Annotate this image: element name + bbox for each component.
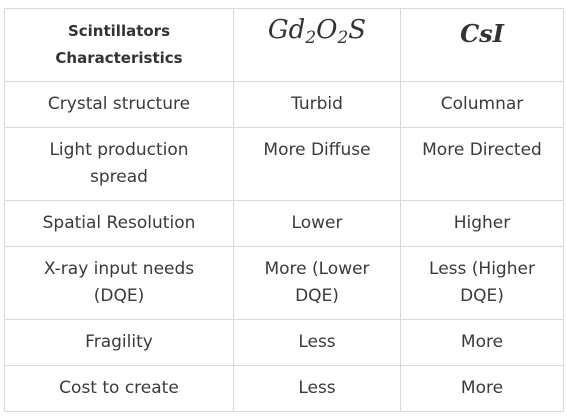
row-label-line2: (DQE) bbox=[93, 286, 145, 306]
row-gd-value: More Diffuse bbox=[233, 127, 401, 201]
header-gd2o2s-cell: Gd2O2S bbox=[233, 8, 401, 82]
row-gd-value: Less bbox=[233, 365, 401, 412]
scintillator-comparison-table: Scintillators Characteristics Gd2O2S CsI… bbox=[4, 8, 564, 412]
formula-o: O bbox=[316, 15, 338, 45]
row-gd-value: Less bbox=[233, 319, 401, 366]
table-row: Spatial Resolution Lower Higher bbox=[4, 200, 564, 247]
table-header-row: Scintillators Characteristics Gd2O2S CsI bbox=[4, 8, 564, 82]
row-csi-value: More bbox=[400, 319, 564, 366]
header-label-cell: Scintillators Characteristics bbox=[4, 8, 234, 82]
row-label: X-ray input needs (DQE) bbox=[4, 246, 234, 320]
row-label: Light production spread bbox=[4, 127, 234, 201]
formula-gd: Gd bbox=[267, 15, 306, 45]
row-gd-line2: DQE) bbox=[295, 286, 339, 306]
row-csi-value: Higher bbox=[400, 200, 564, 247]
table-row: Light production spread More Diffuse Mor… bbox=[4, 127, 564, 201]
comparison-table-container: Scintillators Characteristics Gd2O2S CsI… bbox=[4, 8, 564, 412]
header-label-line2: Characteristics bbox=[55, 49, 183, 67]
row-csi-value: Columnar bbox=[400, 81, 564, 128]
row-label: Fragility bbox=[4, 319, 234, 366]
row-csi-value: Less (Higher DQE) bbox=[400, 246, 564, 320]
table-row: Cost to create Less More bbox=[4, 365, 564, 412]
formula-s: S bbox=[348, 15, 367, 45]
row-csi-line1: Less (Higher bbox=[429, 259, 535, 279]
table-row: Fragility Less More bbox=[4, 319, 564, 366]
row-label-line2: spread bbox=[90, 167, 148, 187]
table-row: Crystal structure Turbid Columnar bbox=[4, 81, 564, 128]
formula-sub-2: 2 bbox=[337, 28, 349, 48]
row-gd-line1: More (Lower bbox=[264, 259, 370, 279]
header-csi-cell: CsI bbox=[400, 8, 564, 82]
header-csi-label: CsI bbox=[460, 19, 504, 48]
row-gd-value: Lower bbox=[233, 200, 401, 247]
row-gd-value: More (Lower DQE) bbox=[233, 246, 401, 320]
table-row: X-ray input needs (DQE) More (Lower DQE)… bbox=[4, 246, 564, 320]
row-csi-value: More Directed bbox=[400, 127, 564, 201]
row-csi-line2: DQE) bbox=[460, 286, 504, 306]
formula-sub-1: 2 bbox=[305, 28, 317, 48]
row-label-line1: Light production bbox=[49, 140, 189, 160]
row-gd-value: Turbid bbox=[233, 81, 401, 128]
row-label: Crystal structure bbox=[4, 81, 234, 128]
row-csi-value: More bbox=[400, 365, 564, 412]
header-label-line1: Scintillators bbox=[67, 22, 171, 40]
row-label: Spatial Resolution bbox=[4, 200, 234, 247]
row-label: Cost to create bbox=[4, 365, 234, 412]
row-label-line1: X-ray input needs bbox=[43, 259, 195, 279]
